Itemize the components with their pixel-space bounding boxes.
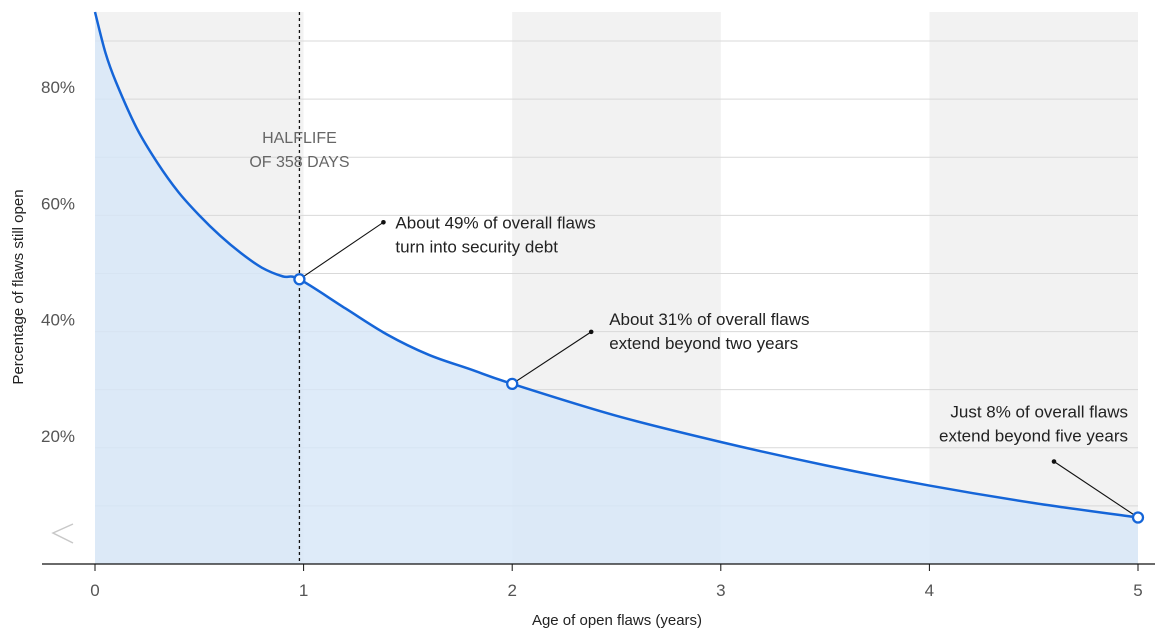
x-tick-label: 5 bbox=[1133, 581, 1142, 600]
x-axis-title: Age of open flaws (years) bbox=[532, 612, 702, 629]
x-tick-label: 2 bbox=[507, 581, 516, 600]
x-axis: 0 1 2 3 4 5 bbox=[42, 563, 1155, 600]
annotation-dot bbox=[1051, 459, 1057, 464]
annotation-leader bbox=[1053, 461, 1139, 518]
highlight-point bbox=[506, 377, 519, 391]
highlight-points bbox=[293, 273, 1145, 524]
x-tick-label: 0 bbox=[90, 581, 99, 600]
x-tick-label: 3 bbox=[716, 581, 725, 600]
annotation-text: Just 8% of overall flaws bbox=[950, 403, 1128, 422]
axis-break-icon bbox=[51, 523, 74, 544]
series-line bbox=[93, 11, 1139, 519]
annotation-dot bbox=[588, 329, 594, 335]
annotation-leader bbox=[299, 221, 384, 280]
halflife-label: HALFLIFE bbox=[262, 130, 337, 147]
annotation-text: extend beyond five years bbox=[939, 427, 1128, 446]
halflife-marker: HALFLIFE OF 358 DAYS bbox=[249, 12, 350, 564]
y-axis-title: Percentage of flaws still open bbox=[10, 189, 27, 384]
y-tick-label: 40% bbox=[41, 311, 75, 330]
background-band bbox=[929, 12, 1138, 564]
y-axis-ticks: 20% 40% 60% 80% bbox=[41, 78, 75, 544]
x-tick-label: 4 bbox=[925, 581, 934, 600]
y-tick-label: 80% bbox=[41, 78, 75, 97]
highlight-point bbox=[1131, 511, 1145, 524]
halflife-label: OF 358 DAYS bbox=[249, 154, 349, 171]
area-fill bbox=[95, 12, 1138, 564]
annotations: About 49% of overall flaws turn into secu… bbox=[299, 213, 1139, 518]
annotation-dot bbox=[381, 219, 386, 225]
x-tick-label: 1 bbox=[299, 581, 308, 600]
annotation-text: About 31% of overall flaws bbox=[609, 310, 809, 329]
series-line-group bbox=[93, 11, 1139, 519]
annotation-text: About 49% of overall flaws bbox=[395, 213, 595, 232]
annotation-text: extend beyond two years bbox=[609, 334, 798, 353]
annotation-leader bbox=[511, 331, 592, 385]
annotation-text: turn into security debt bbox=[395, 237, 558, 256]
area-fill-group bbox=[95, 12, 1138, 564]
alternating-bands bbox=[95, 12, 1138, 564]
y-tick-label: 60% bbox=[41, 194, 75, 213]
highlight-point bbox=[293, 273, 306, 286]
y-tick-label: 20% bbox=[41, 427, 75, 446]
